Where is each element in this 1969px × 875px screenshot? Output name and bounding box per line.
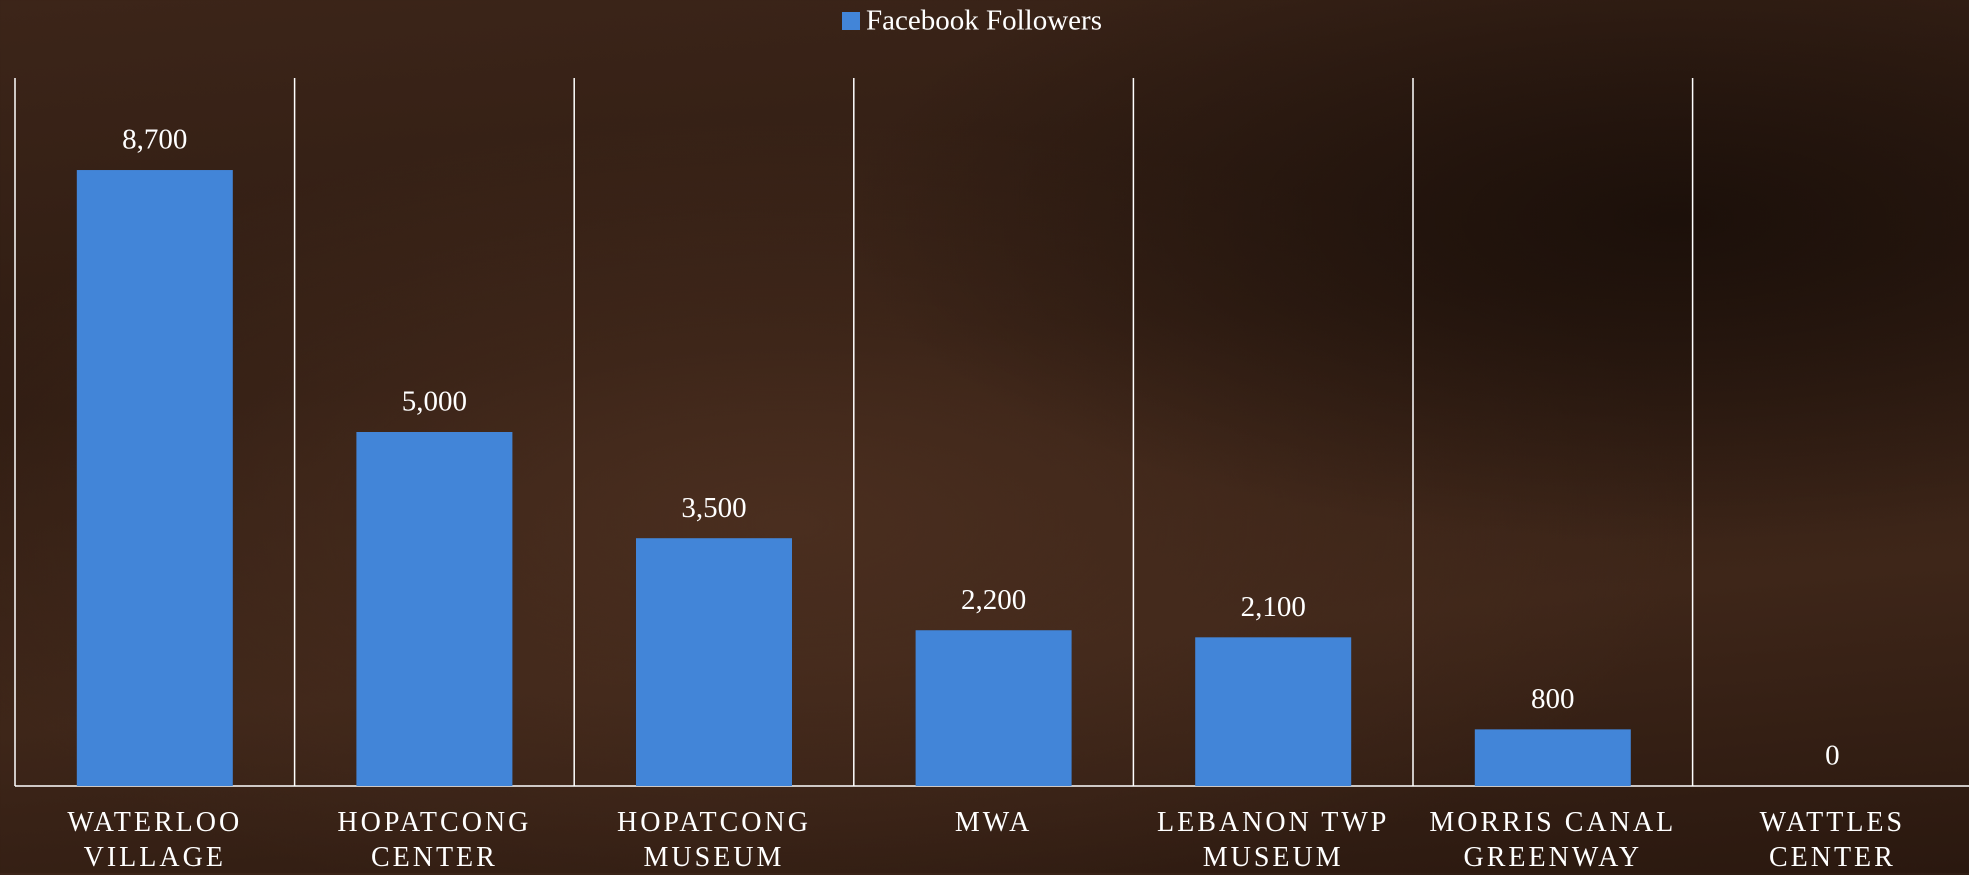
page: Facebook Followers 8,700 5,000 3,500 2,200 2…: [0, 0, 1969, 873]
value-label: 800: [1531, 683, 1575, 715]
bar: [1195, 637, 1351, 786]
chart: Facebook Followers 8,700 5,000 3,500 2,200 2…: [0, 0, 1969, 873]
x-tick-label: MWA: [858, 805, 1130, 840]
x-tick-label: HOPATCONG MUSEUM: [578, 805, 850, 875]
value-label: 0: [1825, 740, 1840, 772]
x-tick-label: LEBANON TWP MUSEUM: [1137, 805, 1409, 875]
bar: [636, 538, 792, 786]
value-label: 3,500: [681, 492, 746, 524]
value-label: 8,700: [122, 124, 187, 156]
value-label: 2,100: [1241, 591, 1306, 623]
bar: [1475, 729, 1631, 786]
x-tick-label: HOPATCONG CENTER: [299, 805, 571, 875]
bar: [916, 630, 1072, 786]
value-label: 5,000: [402, 386, 467, 418]
x-tick-label: WATERLOO VILLAGE: [19, 805, 291, 875]
legend-swatch: [842, 12, 860, 30]
legend-label: Facebook Followers: [866, 5, 1102, 37]
bar: [77, 170, 233, 786]
value-label: 2,200: [961, 584, 1026, 616]
x-tick-label: MORRIS CANAL GREENWAY: [1417, 805, 1689, 875]
bar: [356, 432, 512, 786]
x-tick-label: WATTLES CENTER: [1697, 805, 1969, 875]
